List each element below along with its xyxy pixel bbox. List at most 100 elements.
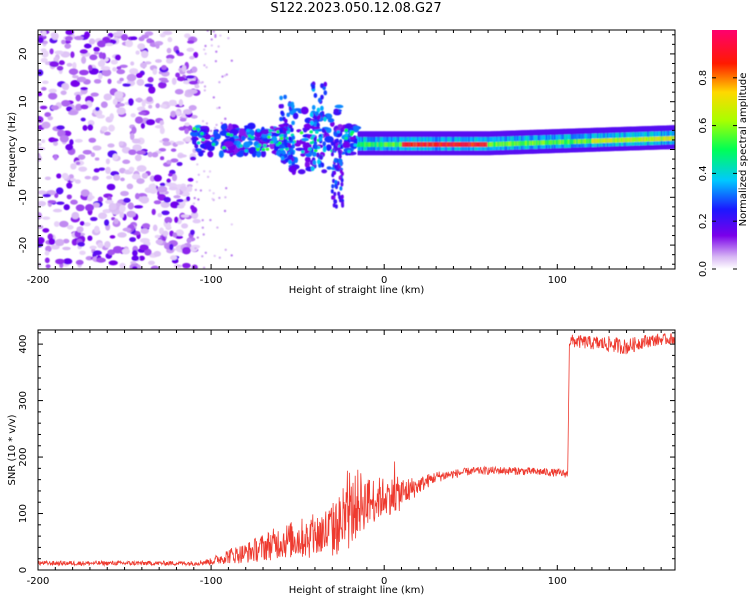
heatmap-cell	[56, 125, 65, 130]
heatmap-cell	[222, 146, 226, 150]
heatmap-cell	[649, 136, 652, 142]
heatmap-cell	[106, 175, 113, 180]
heatmap-cell	[494, 141, 497, 147]
heatmap-cell	[182, 262, 191, 269]
heatmap-cell	[284, 158, 289, 163]
heatmap-cell	[130, 61, 135, 66]
heatmap-cell	[223, 74, 227, 77]
heatmap-cell	[166, 160, 172, 165]
heatmap-cell	[383, 142, 386, 147]
heatmap-cell	[318, 136, 323, 142]
heatmap-cell	[226, 132, 230, 136]
heatmap-cell	[168, 186, 178, 191]
heatmap-cell	[141, 99, 146, 108]
heatmap-cell	[295, 147, 305, 151]
heatmap-cell	[544, 140, 547, 145]
heatmap-cell	[147, 76, 154, 83]
heatmap-cell	[388, 142, 391, 147]
heatmap-cell	[363, 142, 366, 147]
heatmap-cell	[154, 234, 161, 239]
heatmap-cell	[317, 97, 322, 103]
heatmap-cell	[218, 196, 221, 200]
heatmap-cell	[201, 120, 205, 123]
heatmap-cell	[238, 128, 246, 137]
heatmap-cell	[629, 137, 632, 143]
heatmap-cell	[190, 245, 198, 252]
heatmap-cell	[194, 247, 197, 250]
heatmap-cell	[61, 100, 71, 107]
heatmap-cell	[382, 142, 385, 147]
heatmap-cell	[670, 136, 673, 141]
heatmap-cell	[152, 224, 158, 232]
heatmap-cell	[163, 196, 171, 203]
heatmap-cell	[202, 233, 205, 236]
heatmap-cell	[141, 34, 149, 39]
heatmap-cell	[151, 208, 156, 216]
heatmap-cell	[279, 116, 283, 122]
heatmap-cell	[407, 142, 410, 147]
heatmap-cell	[159, 33, 166, 38]
heatmap-cell	[385, 142, 388, 147]
heatmap-cell	[671, 136, 675, 141]
heatmap-cell	[201, 219, 204, 222]
heatmap-cell	[63, 204, 70, 211]
heatmap-cell	[177, 204, 185, 209]
heatmap-cell	[166, 222, 171, 229]
heatmap-cell	[642, 136, 645, 142]
heatmap-cell	[215, 50, 218, 53]
heatmap-cell	[310, 120, 314, 126]
heatmap-cell	[159, 120, 165, 126]
heatmap-cell	[72, 75, 79, 79]
heatmap-cell	[64, 43, 72, 49]
heatmap-cell	[559, 139, 562, 145]
heatmap-cell	[262, 143, 267, 148]
heatmap-cell	[569, 139, 572, 145]
heatmap-cell	[44, 176, 51, 181]
heatmap-cell	[308, 147, 312, 151]
heatmap-cell	[319, 111, 323, 117]
heatmap-cell	[342, 141, 351, 149]
heatmap-cell	[601, 138, 604, 144]
heatmap-cell	[212, 30, 215, 33]
heatmap-cell	[400, 142, 403, 147]
heatmap-cell	[203, 48, 206, 51]
heatmap-cell	[42, 193, 51, 198]
heatmap-cell	[489, 142, 492, 147]
colorbar-tick-label: 0.2	[698, 213, 709, 229]
heatmap-cell	[106, 183, 116, 191]
heatmap-cell	[484, 142, 488, 147]
heatmap-cell	[511, 141, 514, 147]
heatmap-cell	[516, 141, 519, 146]
heatmap-cell	[666, 136, 669, 141]
heatmap-cell	[97, 60, 106, 67]
heatmap-cell	[211, 142, 216, 146]
heatmap-cell	[192, 218, 201, 224]
heatmap-cell	[432, 142, 435, 147]
heatmap-cell	[64, 36, 73, 41]
heatmap-cell	[552, 139, 555, 145]
heatmap-cell	[176, 161, 183, 167]
heatmap-cell	[217, 139, 220, 142]
heatmap-cell	[175, 72, 180, 78]
heatmap-cell	[417, 142, 420, 147]
heatmap-cell	[584, 138, 587, 144]
heatmap-cell	[159, 127, 165, 135]
heatmap-cell	[247, 122, 256, 130]
heatmap-cell	[397, 142, 400, 147]
heatmap-cell	[220, 122, 223, 125]
heatmap-cell	[583, 138, 586, 144]
heatmap-cell	[573, 139, 576, 144]
heatmap-cell	[669, 136, 672, 141]
heatmap-cell	[148, 104, 153, 109]
heatmap-cell	[312, 160, 317, 166]
heatmap-cell	[54, 50, 64, 55]
heatmap-cell	[426, 142, 429, 147]
heatmap-cell	[334, 139, 338, 144]
heatmap-cell	[131, 173, 141, 180]
heatmap-cell	[344, 133, 349, 137]
heatmap-cell	[339, 186, 343, 191]
heatmap-cell	[586, 138, 589, 144]
heatmap-cell	[132, 249, 138, 257]
heatmap-cell	[188, 80, 198, 85]
heatmap-cell	[326, 166, 332, 170]
